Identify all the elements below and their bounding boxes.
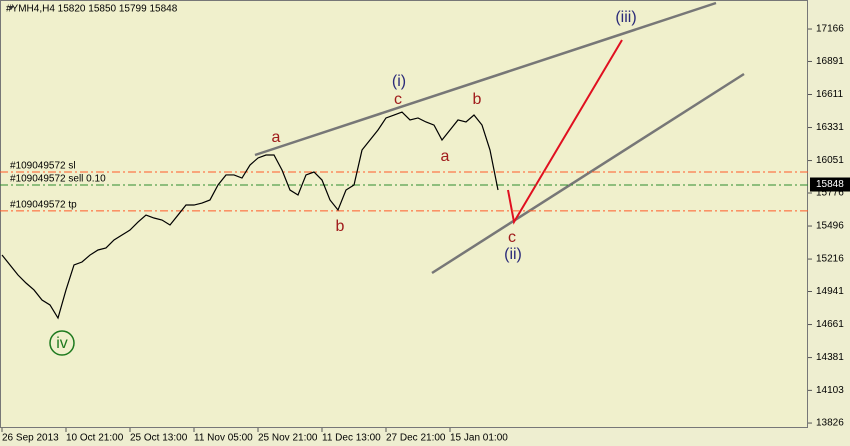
y-tick-label: 14103 — [816, 385, 844, 396]
wave-label: c — [508, 229, 516, 246]
plot-area — [0, 0, 808, 428]
y-tick-label: 14661 — [816, 319, 844, 330]
order-label: #109049572 sl — [10, 161, 76, 172]
y-tick-label: 15776 — [816, 188, 844, 199]
y-tick-label: 14941 — [816, 286, 844, 297]
wave-label: iv — [56, 335, 68, 352]
wave-label: (i) — [392, 73, 406, 90]
y-tick-label: 16051 — [816, 155, 844, 166]
x-tick-label: 25 Nov 21:00 — [258, 433, 318, 444]
x-tick-label: 25 Oct 13:00 — [130, 433, 188, 444]
y-tick-label: 16611 — [816, 89, 844, 100]
x-tick-label: 10 Oct 21:00 — [66, 433, 124, 444]
x-tick-label: 11 Dec 13:00 — [322, 433, 381, 444]
x-tick-label: 15 Jan 01:00 — [450, 433, 508, 444]
trend-line — [431, 72, 745, 275]
wave-label: a — [441, 148, 450, 165]
order-label: #109049572 tp — [10, 200, 77, 211]
y-tick-label: 14381 — [816, 352, 844, 363]
current-price: 15848 — [816, 179, 844, 190]
y-tick-label: 16891 — [816, 56, 844, 67]
wave-label: c — [394, 91, 402, 108]
x-tick-label: 11 Nov 05:00 — [194, 433, 253, 444]
chart-title: #YMH4,H4 15820 15850 15799 15848 — [6, 4, 178, 15]
price-box — [810, 177, 850, 192]
wave-label: a — [272, 129, 281, 146]
projection-line — [507, 39, 623, 225]
y-tick-label: 13826 — [816, 418, 844, 429]
y-tick-label: 17166 — [816, 24, 844, 35]
order-label: #109049572 sell 0.10 — [10, 174, 106, 185]
wave-label: (iii) — [615, 9, 636, 26]
wave-label: b — [473, 91, 482, 108]
title-arrow — [8, 6, 14, 10]
y-tick-label: 16331 — [816, 122, 844, 133]
trend-line — [254, 1, 717, 157]
x-tick-label: 26 Sep 2013 — [2, 433, 59, 444]
y-tick-label: 15496 — [816, 221, 844, 232]
x-tick-label: 27 Dec 21:00 — [386, 433, 446, 444]
wave-circle — [49, 330, 75, 356]
wave-label: b — [336, 218, 345, 235]
wave-label: (ii) — [504, 246, 522, 263]
price-line — [1, 111, 499, 320]
y-tick-label: 15216 — [816, 254, 844, 265]
